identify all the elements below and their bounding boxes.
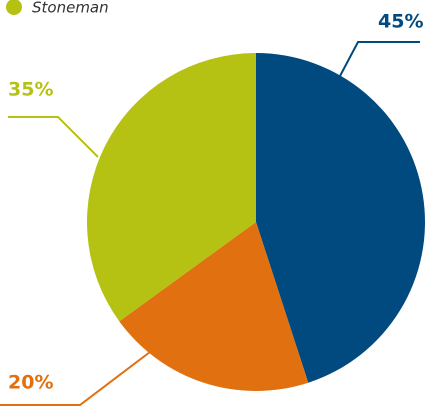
value-label: 45% (378, 11, 423, 33)
pie-slice (256, 53, 425, 383)
legend-label: Stoneman (32, 0, 109, 17)
leader-line (8, 116, 99, 158)
legend-swatch (6, 0, 22, 15)
leader-line (0, 351, 151, 406)
value-label: 35% (8, 79, 53, 101)
leader-line (339, 41, 420, 77)
value-label: 20% (8, 372, 53, 394)
pie-slice (119, 222, 309, 391)
pie-slice (86, 52, 256, 322)
